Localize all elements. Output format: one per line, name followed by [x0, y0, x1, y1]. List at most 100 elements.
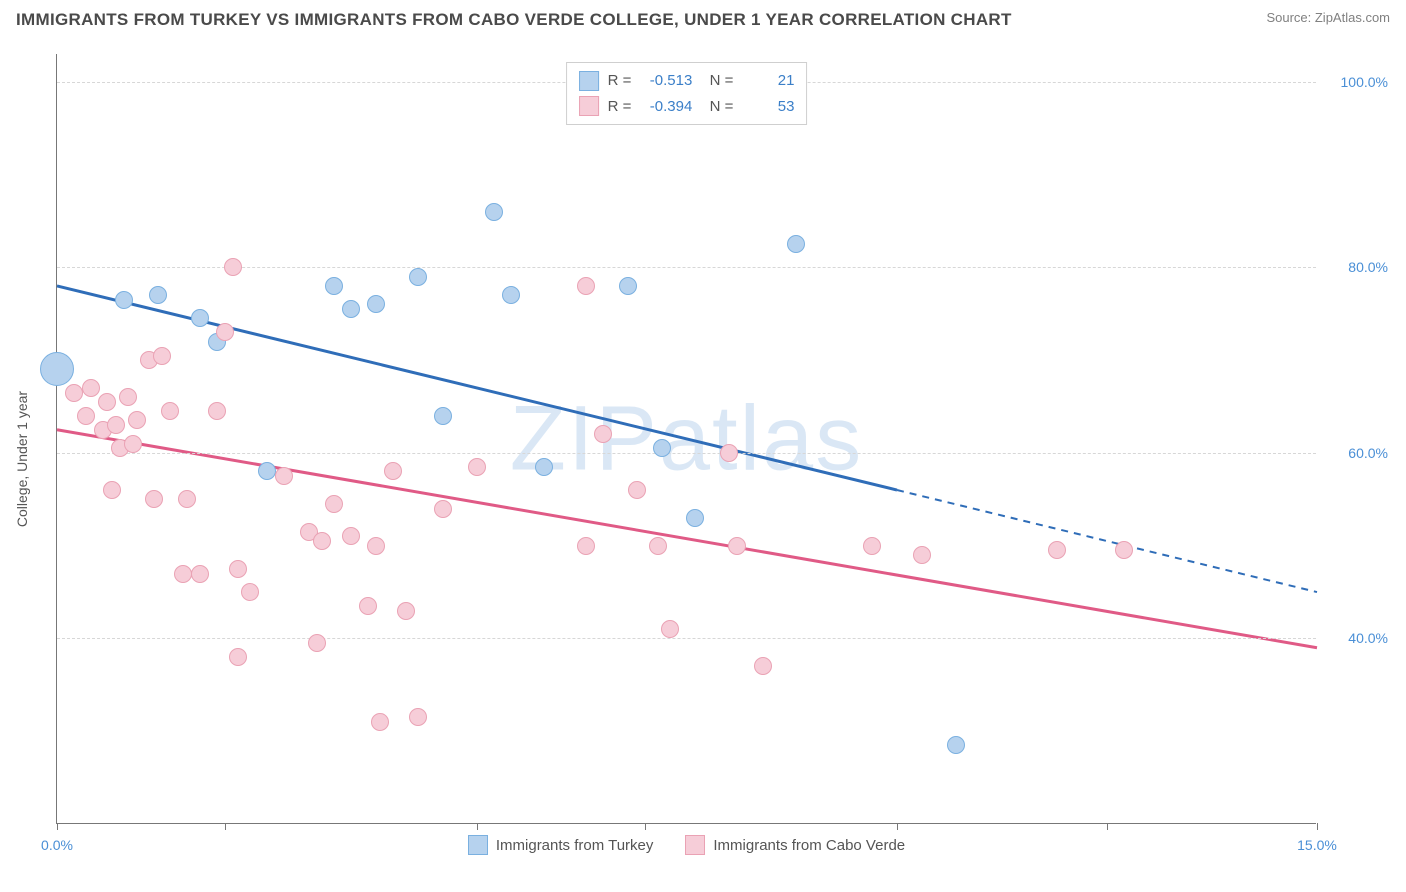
chart-source: Source: ZipAtlas.com — [1266, 10, 1390, 25]
legend-n-value: 21 — [742, 68, 794, 94]
series-legend-label: Immigrants from Cabo Verde — [713, 837, 905, 854]
x-tick-label: 15.0% — [1297, 837, 1337, 853]
x-tick-label: 0.0% — [41, 837, 73, 853]
scatter-point — [224, 258, 242, 276]
scatter-point — [342, 300, 360, 318]
scatter-point — [241, 583, 259, 601]
x-tick — [225, 823, 226, 830]
scatter-point — [397, 602, 415, 620]
scatter-point — [468, 458, 486, 476]
x-tick — [645, 823, 646, 830]
scatter-point — [342, 527, 360, 545]
scatter-point — [661, 620, 679, 638]
scatter-point — [485, 203, 503, 221]
trend-lines-layer — [57, 54, 1316, 823]
scatter-point — [208, 402, 226, 420]
gridline — [57, 267, 1316, 268]
scatter-point — [128, 411, 146, 429]
scatter-point — [216, 323, 234, 341]
legend-n-label: N = — [701, 94, 733, 120]
legend-r-value: -0.513 — [640, 68, 692, 94]
scatter-point — [325, 495, 343, 513]
chart-container: College, Under 1 year ZIPatlas R =-0.513… — [16, 44, 1390, 874]
series-legend-item: Immigrants from Cabo Verde — [685, 835, 905, 855]
chart-header: IMMIGRANTS FROM TURKEY VS IMMIGRANTS FRO… — [0, 0, 1406, 36]
legend-r-value: -0.394 — [640, 94, 692, 120]
scatter-point — [577, 537, 595, 555]
scatter-point — [161, 402, 179, 420]
correlation-legend-row: R =-0.513 N =21 — [579, 68, 795, 94]
legend-swatch — [579, 71, 599, 91]
series-legend-label: Immigrants from Turkey — [496, 837, 654, 854]
y-axis-label: College, Under 1 year — [14, 391, 30, 527]
gridline — [57, 453, 1316, 454]
scatter-point — [367, 295, 385, 313]
scatter-point — [913, 546, 931, 564]
scatter-point — [191, 565, 209, 583]
x-tick — [57, 823, 58, 830]
scatter-point — [308, 634, 326, 652]
scatter-point — [535, 458, 553, 476]
legend-swatch — [685, 835, 705, 855]
scatter-point — [754, 657, 772, 675]
correlation-legend-row: R =-0.394 N =53 — [579, 94, 795, 120]
scatter-point — [77, 407, 95, 425]
y-tick-label: 100.0% — [1341, 74, 1388, 90]
scatter-point — [653, 439, 671, 457]
scatter-point — [1115, 541, 1133, 559]
scatter-point — [594, 425, 612, 443]
scatter-point — [863, 537, 881, 555]
scatter-point — [367, 537, 385, 555]
scatter-point — [1048, 541, 1066, 559]
scatter-point — [275, 467, 293, 485]
scatter-point — [502, 286, 520, 304]
y-tick-label: 80.0% — [1348, 259, 1388, 275]
correlation-legend: R =-0.513 N =21R =-0.394 N =53 — [566, 62, 808, 125]
scatter-point — [98, 393, 116, 411]
scatter-point — [720, 444, 738, 462]
scatter-point — [145, 490, 163, 508]
scatter-point — [434, 407, 452, 425]
scatter-point — [119, 388, 137, 406]
scatter-point — [103, 481, 121, 499]
series-legend-item: Immigrants from Turkey — [468, 835, 654, 855]
y-tick-label: 40.0% — [1348, 630, 1388, 646]
scatter-point — [149, 286, 167, 304]
scatter-point — [40, 352, 74, 386]
scatter-point — [787, 235, 805, 253]
legend-r-label: R = — [608, 68, 632, 94]
gridline — [57, 638, 1316, 639]
scatter-point — [359, 597, 377, 615]
x-tick — [897, 823, 898, 830]
scatter-point — [313, 532, 331, 550]
scatter-point — [947, 736, 965, 754]
x-tick — [1317, 823, 1318, 830]
scatter-point — [434, 500, 452, 518]
scatter-point — [229, 560, 247, 578]
scatter-point — [107, 416, 125, 434]
scatter-point — [619, 277, 637, 295]
scatter-point — [325, 277, 343, 295]
scatter-point — [728, 537, 746, 555]
chart-title: IMMIGRANTS FROM TURKEY VS IMMIGRANTS FRO… — [16, 10, 1012, 30]
scatter-point — [115, 291, 133, 309]
legend-swatch — [468, 835, 488, 855]
trend-line — [57, 430, 1317, 648]
scatter-point — [649, 537, 667, 555]
scatter-point — [82, 379, 100, 397]
legend-r-label: R = — [608, 94, 632, 120]
scatter-point — [178, 490, 196, 508]
plot-area: ZIPatlas R =-0.513 N =21R =-0.394 N =53 … — [56, 54, 1316, 824]
x-tick — [1107, 823, 1108, 830]
x-tick — [477, 823, 478, 830]
scatter-point — [409, 268, 427, 286]
scatter-point — [577, 277, 595, 295]
scatter-point — [371, 713, 389, 731]
scatter-point — [124, 435, 142, 453]
trend-line-extrapolated — [897, 490, 1317, 592]
scatter-point — [686, 509, 704, 527]
series-legend: Immigrants from Turkey Immigrants from Ca… — [57, 835, 1316, 855]
legend-swatch — [579, 96, 599, 116]
scatter-point — [628, 481, 646, 499]
scatter-point — [65, 384, 83, 402]
